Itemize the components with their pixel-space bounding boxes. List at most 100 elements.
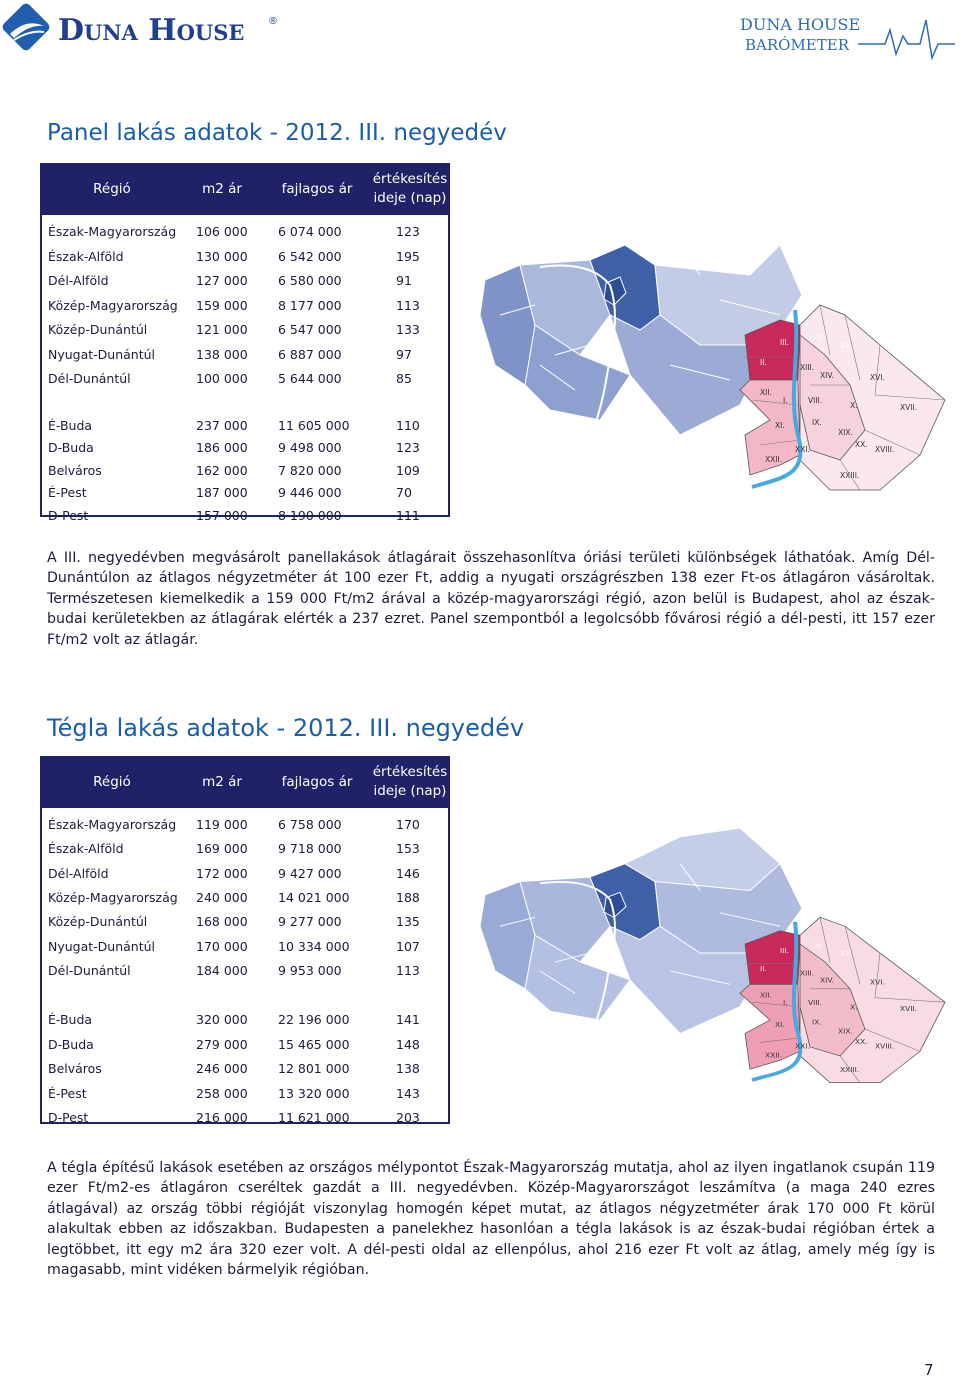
table-cell: Belváros <box>48 1061 102 1077</box>
price-table: Régió m2 ár fajlagos ár értékesítés ideje (… <box>40 756 450 1124</box>
district-label: XIV. <box>820 371 834 380</box>
column-header: Régió <box>93 181 131 197</box>
table-cell: É-Buda <box>48 417 93 433</box>
district-label: IX. <box>812 1018 822 1026</box>
column-header: m2 ár <box>202 181 242 197</box>
table-cell: 123 <box>396 224 420 239</box>
table-cell: 6 758 000 <box>278 817 342 832</box>
district-label: XVII. <box>900 1005 917 1013</box>
district-label: II. <box>760 358 767 367</box>
district-label: XXI. <box>795 1042 810 1050</box>
county-border <box>499 863 781 994</box>
table-cell: 119 000 <box>196 817 248 832</box>
barometer-line: BARÓMETER <box>745 36 850 54</box>
table-cell: 6 542 000 <box>278 248 342 264</box>
table-cell: 138 000 <box>196 346 248 362</box>
table-cell: 106 000 <box>196 224 248 239</box>
district-label: XVI. <box>870 978 885 986</box>
table-cell: 143 <box>396 1085 420 1101</box>
table-cell: 216 000 <box>196 1110 248 1126</box>
district <box>744 319 801 381</box>
table-cell: 240 000 <box>196 889 248 905</box>
table-cell: Dél-Dunántúl <box>48 371 131 386</box>
district-label: X. <box>850 401 858 410</box>
table-cell: 111 <box>396 507 420 523</box>
table-cell: 11 605 000 <box>278 417 350 433</box>
column-header: m2 ár <box>202 774 242 790</box>
table-cell: 153 <box>396 841 420 857</box>
table-cell: 138 <box>396 1061 420 1077</box>
table-cell: Közép-Magyarország <box>48 297 178 313</box>
table-cell: 107 <box>396 938 420 954</box>
table-cell: 6 887 000 <box>278 346 342 362</box>
table-cell: D-Pest <box>48 507 89 523</box>
column-header: értékesítés ideje (nap) <box>372 171 448 206</box>
table-cell: 9 427 000 <box>278 865 342 881</box>
table-cell: 123 <box>396 440 420 456</box>
district-label: III. <box>780 338 789 347</box>
county-border <box>499 244 781 391</box>
district-label: III. <box>780 946 789 954</box>
district-label: XXII. <box>765 455 782 464</box>
table-cell: 5 644 000 <box>278 371 342 386</box>
district <box>799 334 866 461</box>
table-cell: 9 498 000 <box>278 440 342 456</box>
table-cell: Észak-Magyarország <box>48 817 177 832</box>
district-label: XVI. <box>870 373 885 382</box>
district-label: VIII. <box>808 998 822 1006</box>
section-title: Panel lakás adatok - 2012. III. negyedév <box>47 120 507 146</box>
district-label: XIX. <box>838 428 853 437</box>
map-region <box>609 925 771 1035</box>
danube <box>751 309 803 489</box>
district-border <box>745 304 946 491</box>
table-cell: 113 <box>396 297 420 313</box>
table-cell: Dél-Dunántúl <box>48 962 131 978</box>
table-cell: 146 <box>396 865 420 881</box>
table-cell: Dél-Alföld <box>48 273 109 288</box>
table-cell: 162 000 <box>196 462 248 478</box>
table-cell: Nyugat-Dunántúl <box>48 346 156 362</box>
table-cell: 6 580 000 <box>278 273 342 288</box>
district-label: XIII. <box>800 363 814 372</box>
table-cell: 168 000 <box>196 914 248 930</box>
district-label: XIX. <box>838 1027 853 1035</box>
table-cell: 127 000 <box>196 273 248 288</box>
logo-icon <box>2 3 50 51</box>
district-label: XX. <box>855 1038 868 1046</box>
table-cell: Közép-Magyarország <box>48 889 178 905</box>
district-label: XV. <box>840 949 852 957</box>
danube <box>751 921 803 1082</box>
table-cell: D-Pest <box>48 1110 89 1126</box>
table-cell: 91 <box>396 273 412 288</box>
table-cell: D-Buda <box>48 440 94 456</box>
table-cell: 113 <box>396 962 420 978</box>
district-label: XV. <box>840 341 852 350</box>
column-header: Régió <box>93 774 131 790</box>
column-header: fajlagos ár <box>281 774 353 790</box>
table-cell: 184 000 <box>196 962 248 978</box>
logo-text: Duna House <box>58 13 244 48</box>
district-label: I. <box>783 396 788 405</box>
table-cell: 258 000 <box>196 1085 248 1101</box>
table-cell: 159 000 <box>196 297 248 313</box>
district-label: XXI. <box>795 445 810 454</box>
district-label: VIII. <box>808 396 822 405</box>
table-cell: 148 <box>396 1036 420 1052</box>
district-border <box>745 917 946 1083</box>
table-cell: Észak-Magyarország <box>48 224 177 239</box>
district-label: XIV. <box>820 976 834 984</box>
table-cell: 6 547 000 <box>278 322 342 337</box>
district-label: XVIII. <box>875 445 894 454</box>
table-cell: 237 000 <box>196 417 248 433</box>
district-label: XXIII. <box>840 471 859 480</box>
district-label: XII. <box>760 991 772 999</box>
district-label: IV. <box>815 942 824 950</box>
table-cell: 8 190 000 <box>278 507 342 523</box>
district-label: X. <box>850 1003 858 1011</box>
district-label: XX. <box>855 440 868 449</box>
map: III. IV. XV. II. XIII. XIV. XVI. XII. I. VIII. X. X… <box>480 205 946 491</box>
price-table: Régió m2 ár fajlagos ár értékesítés ideje (… <box>40 163 450 521</box>
table-cell: 130 000 <box>196 248 248 264</box>
